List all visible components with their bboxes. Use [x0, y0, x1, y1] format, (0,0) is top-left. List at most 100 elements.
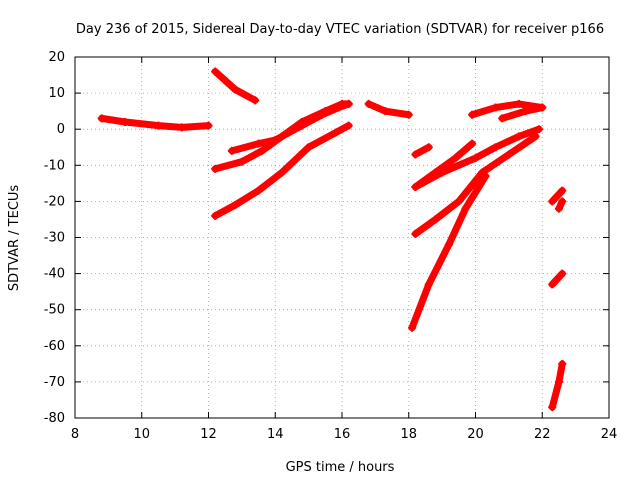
data-point — [334, 103, 343, 112]
series-trace — [411, 125, 543, 191]
data-point — [251, 96, 260, 105]
data-point — [558, 186, 567, 195]
data-point — [331, 128, 340, 137]
data-point — [454, 197, 463, 206]
x-tick-label: 20 — [467, 427, 484, 442]
data-point — [381, 107, 390, 116]
axis-ticks: 8 10 12 14 16 18 20 22 24 -80 -70 -60 -50 -40 -30 -20 -1… — [44, 50, 618, 442]
y-tick-label: -20 — [44, 194, 65, 209]
y-tick-label: -70 — [44, 375, 65, 390]
data-point — [548, 280, 557, 289]
data-point — [534, 125, 543, 134]
y-tick-label: -60 — [44, 339, 65, 354]
series-6 — [364, 99, 413, 119]
data-point — [211, 67, 220, 76]
y-axis-title: SDTVAR / TECUs — [7, 185, 22, 292]
data-point — [344, 99, 353, 108]
data-point — [277, 168, 286, 177]
data-point — [411, 229, 420, 238]
data-point — [271, 136, 280, 145]
series-7 — [411, 143, 433, 159]
data-point — [451, 154, 460, 163]
data-point — [154, 121, 163, 130]
y-tick-label: -40 — [44, 267, 65, 282]
chart-title: Day 236 of 2015, Sidereal Day-to-day VTE… — [76, 22, 604, 37]
data-point — [468, 110, 477, 119]
x-tick-label: 10 — [133, 427, 150, 442]
data-point — [297, 121, 306, 130]
data-point — [498, 114, 507, 123]
y-tick-label: 10 — [48, 86, 65, 101]
data-point — [231, 85, 240, 94]
data-point — [211, 164, 220, 173]
series-trace — [468, 100, 546, 119]
data-point — [558, 359, 567, 368]
data-point — [548, 403, 557, 412]
data-point — [468, 139, 477, 148]
x-tick-label: 22 — [534, 427, 551, 442]
x-tick-label: 12 — [200, 427, 217, 442]
data-point — [538, 103, 547, 112]
data-point — [237, 157, 246, 166]
data-point — [438, 168, 447, 177]
data-point — [491, 103, 500, 112]
data-point — [257, 146, 266, 155]
data-point — [411, 150, 420, 159]
y-tick-label: -80 — [44, 411, 65, 426]
data-point — [364, 99, 373, 108]
data-point — [411, 182, 420, 191]
x-tick-label: 24 — [601, 427, 618, 442]
series-13 — [498, 103, 547, 123]
data-point — [97, 114, 106, 123]
data-point — [431, 215, 440, 224]
data-point — [461, 204, 470, 213]
data-point — [514, 99, 523, 108]
data-point — [177, 123, 186, 132]
series-11 — [408, 172, 490, 332]
x-tick-label: 18 — [400, 427, 417, 442]
series-trace — [365, 100, 413, 119]
data-point — [554, 377, 563, 386]
series-trace — [548, 270, 566, 288]
series-trace — [498, 104, 546, 122]
data-point — [554, 204, 563, 213]
x-tick-label: 16 — [334, 427, 351, 442]
data-point — [404, 110, 413, 119]
data-point — [317, 110, 326, 119]
data-point — [408, 323, 417, 332]
series-1 — [97, 114, 213, 132]
data-point — [121, 117, 130, 126]
series-trace — [411, 143, 433, 158]
series-trace — [411, 132, 540, 238]
series-9 — [411, 125, 543, 191]
y-tick-label: 0 — [57, 122, 65, 137]
data-point — [231, 201, 240, 210]
y-tick-label: 20 — [48, 50, 65, 65]
data-point — [227, 146, 236, 155]
series-17 — [548, 359, 567, 412]
y-tick-label: -50 — [44, 303, 65, 318]
data-point — [444, 240, 453, 249]
series-4 — [227, 99, 353, 155]
data-point — [531, 132, 540, 141]
data-point — [471, 154, 480, 163]
series-5 — [211, 121, 353, 220]
data-point — [504, 150, 513, 159]
series-2 — [211, 67, 260, 105]
x-axis-title: GPS time / hours — [286, 460, 395, 475]
data-point — [558, 197, 567, 206]
data-point — [558, 269, 567, 278]
y-tick-label: -30 — [44, 231, 65, 246]
series-10 — [411, 132, 540, 238]
data-point — [424, 143, 433, 152]
data-point — [548, 197, 557, 206]
series-15 — [554, 197, 567, 213]
data-marks — [97, 67, 567, 412]
data-point — [521, 107, 530, 116]
data-point — [344, 121, 353, 130]
data-point — [514, 132, 523, 141]
data-point — [254, 186, 263, 195]
data-point — [424, 280, 433, 289]
data-point — [204, 121, 213, 130]
